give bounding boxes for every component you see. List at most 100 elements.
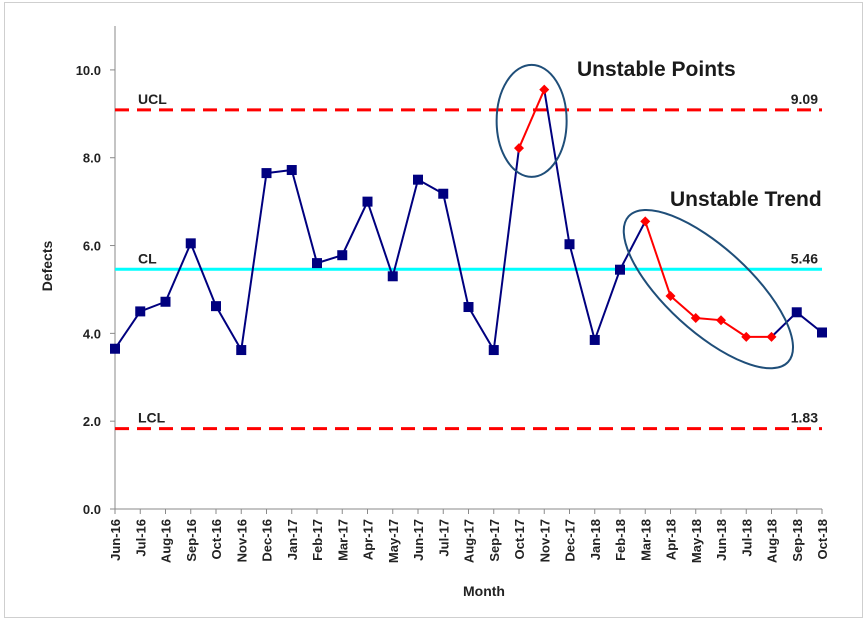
- highlight-segment: [720, 319, 747, 338]
- x-tick-label: Feb-17: [310, 519, 325, 561]
- data-point: [312, 258, 322, 269]
- lcl-value: 1.83: [791, 410, 818, 426]
- data-point: [589, 334, 600, 345]
- series-segment: [543, 89, 571, 245]
- series-segment: [366, 201, 394, 277]
- x-tick-label: Mar-17: [335, 519, 350, 561]
- x-tick-label: Mar-18: [638, 519, 653, 561]
- data-point: [236, 345, 247, 356]
- lcl-label: LCL: [138, 410, 166, 426]
- series-segment: [593, 269, 621, 341]
- series-segment: [391, 179, 419, 277]
- data-point: [286, 165, 297, 176]
- x-tick-label: Dec-16: [260, 519, 275, 562]
- ucl-label: UCL: [138, 91, 167, 107]
- data-point: [413, 174, 423, 185]
- series-segment: [189, 242, 217, 307]
- highlight-point: [539, 84, 550, 95]
- series-segment: [619, 220, 647, 271]
- y-tick-label: 0.0: [83, 502, 101, 517]
- highlight-point: [716, 315, 726, 326]
- series-segment: [492, 147, 520, 351]
- chart-frame: [4, 2, 863, 618]
- highlight-point: [766, 331, 777, 342]
- highlight-point: [665, 291, 676, 302]
- x-tick-label: Sep-17: [487, 519, 502, 562]
- x-tick-label: May-18: [689, 519, 704, 563]
- cl-value: 5.46: [791, 250, 818, 266]
- x-tick-label: Jul-16: [133, 519, 148, 557]
- data-point: [488, 345, 499, 356]
- y-tick-label: 8.0: [83, 151, 101, 166]
- data-point: [438, 188, 449, 199]
- data-point: [615, 264, 625, 275]
- data-point: [135, 306, 146, 317]
- y-tick-label: 10.0: [76, 63, 101, 78]
- highlight-point: [640, 216, 651, 227]
- data-series: [110, 84, 827, 356]
- series-segment: [164, 242, 192, 303]
- x-tick-label: Jan-17: [285, 519, 300, 560]
- x-tick-label: Oct-16: [209, 519, 224, 559]
- y-tick-label: 6.0: [83, 239, 101, 254]
- x-tick-label: Jan-18: [588, 519, 603, 560]
- series-segment: [290, 169, 318, 264]
- data-point: [110, 343, 120, 354]
- y-tick-label: 4.0: [83, 326, 101, 341]
- x-tick-label: Jul-17: [436, 519, 451, 557]
- series-segment: [467, 306, 495, 351]
- highlight-point: [690, 312, 701, 323]
- data-point: [817, 327, 827, 338]
- series-segment: [215, 305, 243, 351]
- x-tick-label: Jul-18: [739, 519, 754, 557]
- x-tick-label: Dec-17: [563, 519, 578, 562]
- x-tick-label: Aug-17: [462, 519, 477, 563]
- x-tick-label: Jun-17: [411, 519, 426, 561]
- data-point: [463, 302, 474, 313]
- unstable-trend-label: Unstable Trend: [670, 188, 822, 211]
- x-tick-label: Aug-18: [765, 519, 780, 563]
- data-point: [791, 307, 802, 318]
- cl-label: CL: [138, 250, 157, 266]
- ucl-value: 9.09: [791, 91, 818, 107]
- unstable-points-ellipse: [495, 63, 568, 178]
- x-tick-label: Jun-18: [714, 519, 729, 561]
- x-tick-label: Sep-16: [184, 519, 199, 562]
- x-axis-title: Month: [463, 583, 505, 599]
- highlight-segment: [518, 89, 546, 149]
- series-segment: [114, 310, 142, 350]
- series-segment: [442, 193, 470, 308]
- x-tick-label: Oct-17: [512, 519, 527, 559]
- y-axis-title: Defects: [39, 241, 55, 292]
- x-tick-label: Jun-16: [108, 519, 123, 561]
- series-segment: [240, 172, 268, 351]
- series-segment: [341, 201, 369, 256]
- annotations: Unstable Points Unstable Trend: [495, 58, 822, 370]
- data-point: [362, 196, 373, 207]
- x-tick-label: Nov-16: [234, 519, 249, 562]
- control-limits: UCL 9.09 CL 5.46 LCL 1.83: [115, 91, 822, 431]
- x-tick-label: May-17: [386, 519, 401, 563]
- highlight-segment: [644, 221, 672, 297]
- data-point: [387, 271, 398, 282]
- x-tick-label: Nov-17: [537, 519, 552, 562]
- x-tick-label: Feb-18: [613, 519, 628, 561]
- unstable-points-label: Unstable Points: [577, 58, 736, 81]
- unstable-trend-ellipse: [622, 208, 795, 370]
- data-point: [337, 250, 348, 261]
- y-tick-label: 2.0: [83, 414, 101, 429]
- highlight-point: [514, 143, 524, 154]
- x-tick-label: Oct-18: [815, 519, 830, 559]
- highlight-point: [741, 331, 752, 342]
- x-tick-label: Apr-18: [664, 519, 679, 560]
- data-point: [261, 168, 272, 179]
- data-point: [185, 238, 196, 249]
- series-segment: [568, 243, 596, 341]
- x-tick-label: Apr-17: [361, 519, 376, 560]
- x-tick-label: Aug-16: [159, 519, 174, 563]
- axes: 0.0 2.0 4.0 6.0 8.0 10.0 Jun-16 Jul-16 Aug-16 Sep…: [76, 26, 830, 563]
- data-point: [160, 296, 171, 307]
- highlight-segment: [669, 295, 697, 319]
- data-point: [211, 301, 221, 312]
